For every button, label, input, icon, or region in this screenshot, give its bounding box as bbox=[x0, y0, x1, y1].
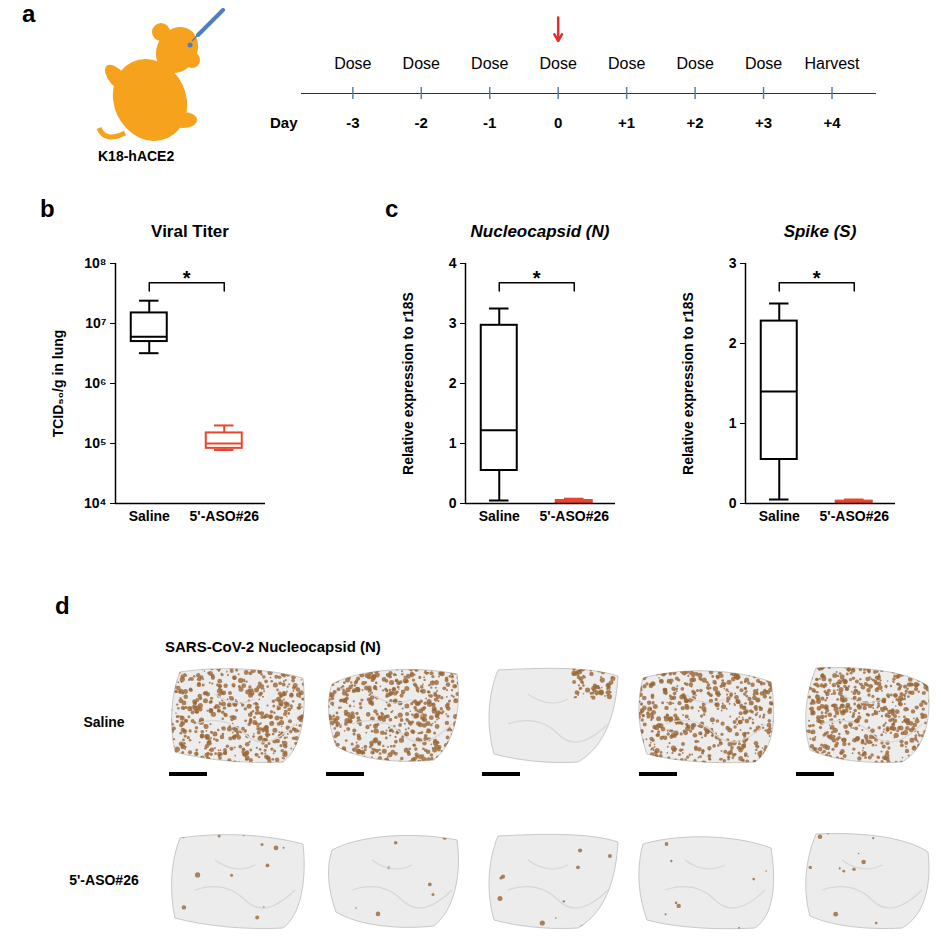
svg-text:10⁵: 10⁵ bbox=[84, 435, 106, 451]
svg-text:Day: Day bbox=[270, 114, 298, 131]
html-text:K18-hACE2: K18-hACE2 bbox=[98, 148, 175, 164]
svg-text:5'-ASO#26: 5'-ASO#26 bbox=[820, 508, 890, 524]
svg-text:*: * bbox=[533, 267, 541, 289]
html-text:c: c bbox=[385, 195, 399, 222]
svg-text:Dose: Dose bbox=[745, 55, 782, 72]
svg-text:Dose: Dose bbox=[540, 55, 577, 72]
svg-text:0: 0 bbox=[729, 495, 737, 511]
html-text:5'-ASO#26: 5'-ASO#26 bbox=[69, 872, 139, 888]
svg-text:*: * bbox=[813, 267, 821, 289]
svg-text:10⁴: 10⁴ bbox=[84, 495, 107, 511]
svg-text:Relative expression to r18S: Relative expression to r18S bbox=[400, 292, 416, 475]
svg-text:10⁶: 10⁶ bbox=[84, 375, 106, 391]
svg-text:-2: -2 bbox=[415, 114, 428, 131]
svg-text:2: 2 bbox=[729, 335, 737, 351]
svg-text:Dose: Dose bbox=[471, 55, 508, 72]
svg-text:2: 2 bbox=[449, 375, 457, 391]
svg-text:+3: +3 bbox=[755, 114, 772, 131]
svg-text:0: 0 bbox=[554, 114, 562, 131]
svg-text:TCID₅₀/g in lung: TCID₅₀/g in lung bbox=[50, 330, 66, 438]
svg-text:3: 3 bbox=[729, 255, 737, 271]
svg-text:Dose: Dose bbox=[608, 55, 645, 72]
html-text:Spike (S): Spike (S) bbox=[783, 222, 857, 241]
svg-text:-3: -3 bbox=[346, 114, 359, 131]
html-text:a: a bbox=[22, 0, 36, 27]
html-text:d: d bbox=[55, 592, 70, 619]
html-text:Nucleocapsid (N): Nucleocapsid (N) bbox=[470, 222, 610, 241]
svg-text:4: 4 bbox=[449, 255, 457, 271]
svg-text:10⁸: 10⁸ bbox=[84, 255, 106, 271]
svg-text:Dose: Dose bbox=[676, 55, 713, 72]
svg-text:5'-ASO#26: 5'-ASO#26 bbox=[190, 508, 260, 524]
svg-text:Dose: Dose bbox=[334, 55, 371, 72]
svg-text:*: * bbox=[183, 267, 191, 289]
svg-text:Relative expression to r18S: Relative expression to r18S bbox=[680, 292, 696, 475]
svg-text:10⁷: 10⁷ bbox=[85, 315, 107, 331]
svg-text:Saline: Saline bbox=[759, 508, 800, 524]
svg-text:+4: +4 bbox=[823, 114, 841, 131]
svg-text:Saline: Saline bbox=[479, 508, 520, 524]
svg-text:+1: +1 bbox=[618, 114, 635, 131]
html-text:b: b bbox=[40, 195, 55, 222]
html-text:SARS-CoV-2 Nucleocapsid (N): SARS-CoV-2 Nucleocapsid (N) bbox=[165, 638, 381, 655]
svg-text:1: 1 bbox=[729, 415, 737, 431]
svg-text:-1: -1 bbox=[483, 114, 496, 131]
svg-text:Saline: Saline bbox=[129, 508, 170, 524]
svg-text:1: 1 bbox=[449, 435, 457, 451]
svg-text:Dose: Dose bbox=[403, 55, 440, 72]
html-text:Viral Titer: Viral Titer bbox=[151, 222, 229, 241]
svg-text:3: 3 bbox=[449, 315, 457, 331]
html-text:Saline: Saline bbox=[83, 714, 125, 730]
svg-text:Harvest: Harvest bbox=[804, 55, 860, 72]
svg-text:5'-ASO#26: 5'-ASO#26 bbox=[540, 508, 610, 524]
svg-text:0: 0 bbox=[449, 495, 457, 511]
svg-text:+2: +2 bbox=[687, 114, 704, 131]
